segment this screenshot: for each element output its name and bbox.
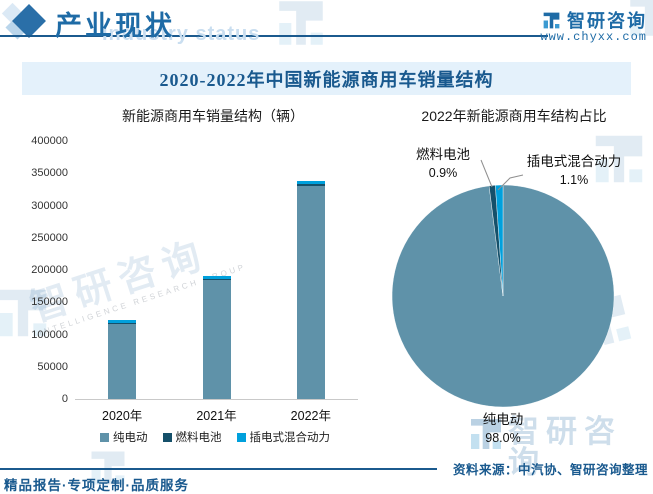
legend-item-bev: 纯电动 — [100, 429, 148, 445]
header-divider — [0, 35, 548, 37]
bar-2020-segment-phev — [108, 320, 137, 324]
y-axis-tick-label: 150000 — [31, 296, 68, 309]
bar-legend: 纯电动 燃料电池 插电式混合动力 — [65, 429, 365, 445]
bar-2020-segment-fuel-cell — [108, 323, 137, 325]
legend-label: 纯电动 — [113, 432, 148, 444]
x-axis-category-label: 2020年 — [102, 409, 143, 423]
bar-2022-segment-phev — [296, 181, 325, 184]
brand-logo-icon — [543, 12, 560, 28]
footer-divider — [0, 468, 437, 470]
legend-marker-bev — [100, 432, 109, 442]
bar-2022-segment-bev — [296, 185, 325, 399]
section-title-watermark: Industry status — [102, 23, 261, 45]
legend-item-phev: 插电式混合动力 — [236, 429, 331, 445]
pie-leader-lines — [480, 159, 524, 191]
bar-chart: 0 50000 100000 150000 200000 250000 300000 3500… — [20, 135, 365, 480]
x-axis-category-label: 2022年 — [290, 409, 331, 423]
x-axis-category-label: 2021年 — [196, 409, 237, 423]
pie-callout-bev: 纯电动 98.0% — [450, 408, 556, 445]
legend-item-fuel-cell: 燃料电池 — [162, 429, 222, 445]
section-title: 产业现状 — [55, 11, 175, 41]
y-axis-tick-label: 50000 — [37, 360, 68, 373]
bar-plot — [75, 141, 358, 400]
legend-marker-fuel-cell — [162, 432, 172, 442]
bar-2022-segment-fuel-cell — [296, 183, 325, 186]
data-source: 资料来源：中汽协、智研咨询整理 — [452, 463, 648, 477]
pie-callout-phev: 插电式混合动力 1.1% — [503, 150, 645, 187]
y-axis-tick-label: 250000 — [31, 231, 68, 244]
bar-chart-title: 新能源商用车销量结构（辆） — [122, 108, 304, 124]
bar-2021-segment-fuel-cell — [202, 278, 231, 280]
pie-callout-fuel-cell-label: 燃料电池 — [416, 147, 470, 162]
pie-svg — [391, 159, 615, 408]
pie-chart-title: 2022年新能源商用车结构占比 — [421, 108, 607, 124]
pie-chart: 燃料电池 0.9% 插电式混合动力 1.1% 纯电动 98.0% — [375, 140, 653, 470]
brand-block: 智研咨询 — [541, 7, 647, 33]
main-title-band: 2020-2022年中国新能源商用车销量结构 — [22, 62, 631, 95]
brand-logo-watermark-icon — [279, 1, 323, 45]
brand-url: www.chyxx.com — [540, 30, 647, 44]
main-title: 2020-2022年中国新能源商用车销量结构 — [159, 69, 494, 90]
footer-tagline: 精品报告·专项定制·品质服务 — [4, 478, 189, 493]
bar-x-axis: 2020年 2021年 2022年 — [75, 405, 358, 423]
bar-y-axis: 0 50000 100000 150000 200000 250000 300000 3500… — [20, 135, 68, 405]
pie-callout-fuel-cell: 燃料电池 0.9% — [397, 143, 489, 180]
bar-2020-segment-bev — [108, 324, 137, 399]
legend-marker-phev — [236, 432, 246, 442]
legend-label: 插电式混合动力 — [249, 432, 331, 444]
brand-name: 智研咨询 — [567, 11, 647, 31]
pie-callout-fuel-cell-percent: 0.9% — [428, 166, 458, 180]
pie-callout-bev-label: 纯电动 — [482, 412, 524, 427]
y-axis-tick-label: 200000 — [31, 264, 68, 276]
y-axis-tick-label: 350000 — [31, 167, 68, 180]
y-axis-tick-label: 100000 — [31, 328, 68, 341]
legend-label: 燃料电池 — [175, 432, 222, 444]
pie-callout-bev-percent: 98.0% — [485, 431, 521, 445]
bar-2021-segment-phev — [202, 275, 231, 279]
bar-2021-segment-bev — [202, 279, 231, 399]
y-axis-tick-label: 0 — [61, 393, 68, 405]
y-axis-tick-label: 400000 — [31, 135, 68, 147]
pie-callout-phev-percent: 1.1% — [559, 173, 589, 187]
y-axis-tick-label: 300000 — [31, 199, 68, 212]
pie-callout-phev-label: 插电式混合动力 — [526, 154, 622, 169]
